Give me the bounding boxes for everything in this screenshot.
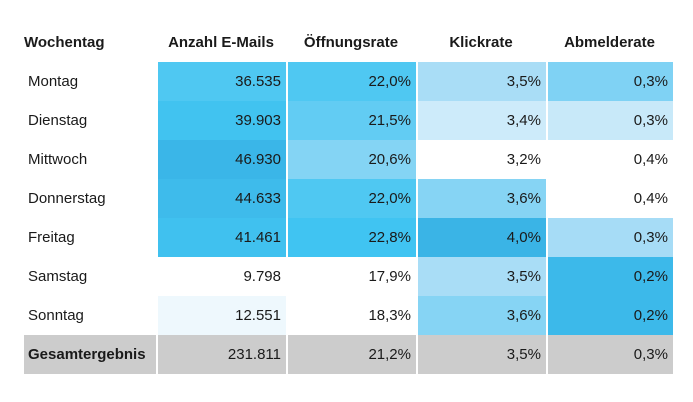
- weekday-stats-table: Wochentag Anzahl E-Mails Öffnungsrate Kl…: [24, 23, 673, 374]
- click-rate-cell: 3,2%: [416, 140, 546, 179]
- unsubscribe-rate-cell: 0,3%: [546, 101, 673, 140]
- table-row: Sonntag 12.551 18,3% 3,6% 0,2%: [24, 296, 673, 335]
- open-rate-cell: 22,8%: [286, 218, 416, 257]
- unsubscribe-rate-cell: 0,4%: [546, 140, 673, 179]
- email-count-cell: 9.798: [156, 257, 286, 296]
- unsubscribe-rate-cell: 0,2%: [546, 296, 673, 335]
- email-count-cell: 39.903: [156, 101, 286, 140]
- weekday-cell: Samstag: [28, 268, 88, 285]
- total-row: Gesamtergebnis 231.811 21,2% 3,5% 0,3%: [24, 335, 673, 374]
- open-rate-cell: 22,0%: [286, 62, 416, 101]
- weekday-cell: Sonntag: [28, 307, 84, 324]
- open-rate-cell: 18,3%: [286, 296, 416, 335]
- unsubscribe-rate-cell: 0,4%: [546, 179, 673, 218]
- unsubscribe-rate-cell: 0,2%: [546, 257, 673, 296]
- email-count-cell: 46.930: [156, 140, 286, 179]
- header-unsubscribe-rate: Abmelderate: [564, 34, 655, 51]
- table-row: Mittwoch 46.930 20,6% 3,2% 0,4%: [24, 140, 673, 179]
- total-email-count-cell: 231.811: [156, 335, 286, 374]
- click-rate-cell: 3,4%: [416, 101, 546, 140]
- weekday-cell: Donnerstag: [28, 190, 106, 207]
- open-rate-cell: 20,6%: [286, 140, 416, 179]
- total-unsubscribe-rate-cell: 0,3%: [546, 335, 673, 374]
- open-rate-cell: 21,5%: [286, 101, 416, 140]
- header-row: Wochentag Anzahl E-Mails Öffnungsrate Kl…: [24, 23, 673, 62]
- open-rate-cell: 17,9%: [286, 257, 416, 296]
- weekday-cell: Montag: [28, 73, 79, 90]
- total-open-rate-cell: 21,2%: [286, 335, 416, 374]
- header-weekday: Wochentag: [24, 34, 105, 51]
- weekday-cell: Freitag: [28, 229, 75, 246]
- total-click-rate-cell: 3,5%: [416, 335, 546, 374]
- table-row: Freitag 41.461 22,8% 4,0% 0,3%: [24, 218, 673, 257]
- header-click-rate: Klickrate: [449, 34, 513, 51]
- open-rate-cell: 22,0%: [286, 179, 416, 218]
- email-count-cell: 12.551: [156, 296, 286, 335]
- click-rate-cell: 3,5%: [416, 62, 546, 101]
- click-rate-cell: 4,0%: [416, 218, 546, 257]
- table-row: Dienstag 39.903 21,5% 3,4% 0,3%: [24, 101, 673, 140]
- table-row: Montag 36.535 22,0% 3,5% 0,3%: [24, 62, 673, 101]
- header-email-count: Anzahl E-Mails: [168, 34, 274, 51]
- click-rate-cell: 3,6%: [416, 296, 546, 335]
- email-count-cell: 44.633: [156, 179, 286, 218]
- weekday-cell: Dienstag: [28, 112, 88, 129]
- email-count-cell: 36.535: [156, 62, 286, 101]
- unsubscribe-rate-cell: 0,3%: [546, 62, 673, 101]
- table-row: Donnerstag 44.633 22,0% 3,6% 0,4%: [24, 179, 673, 218]
- weekday-cell: Mittwoch: [28, 151, 88, 168]
- table-row: Samstag 9.798 17,9% 3,5% 0,2%: [24, 257, 673, 296]
- click-rate-cell: 3,6%: [416, 179, 546, 218]
- total-label: Gesamtergebnis: [24, 335, 156, 374]
- email-count-cell: 41.461: [156, 218, 286, 257]
- click-rate-cell: 3,5%: [416, 257, 546, 296]
- header-open-rate: Öffnungsrate: [303, 34, 399, 51]
- unsubscribe-rate-cell: 0,3%: [546, 218, 673, 257]
